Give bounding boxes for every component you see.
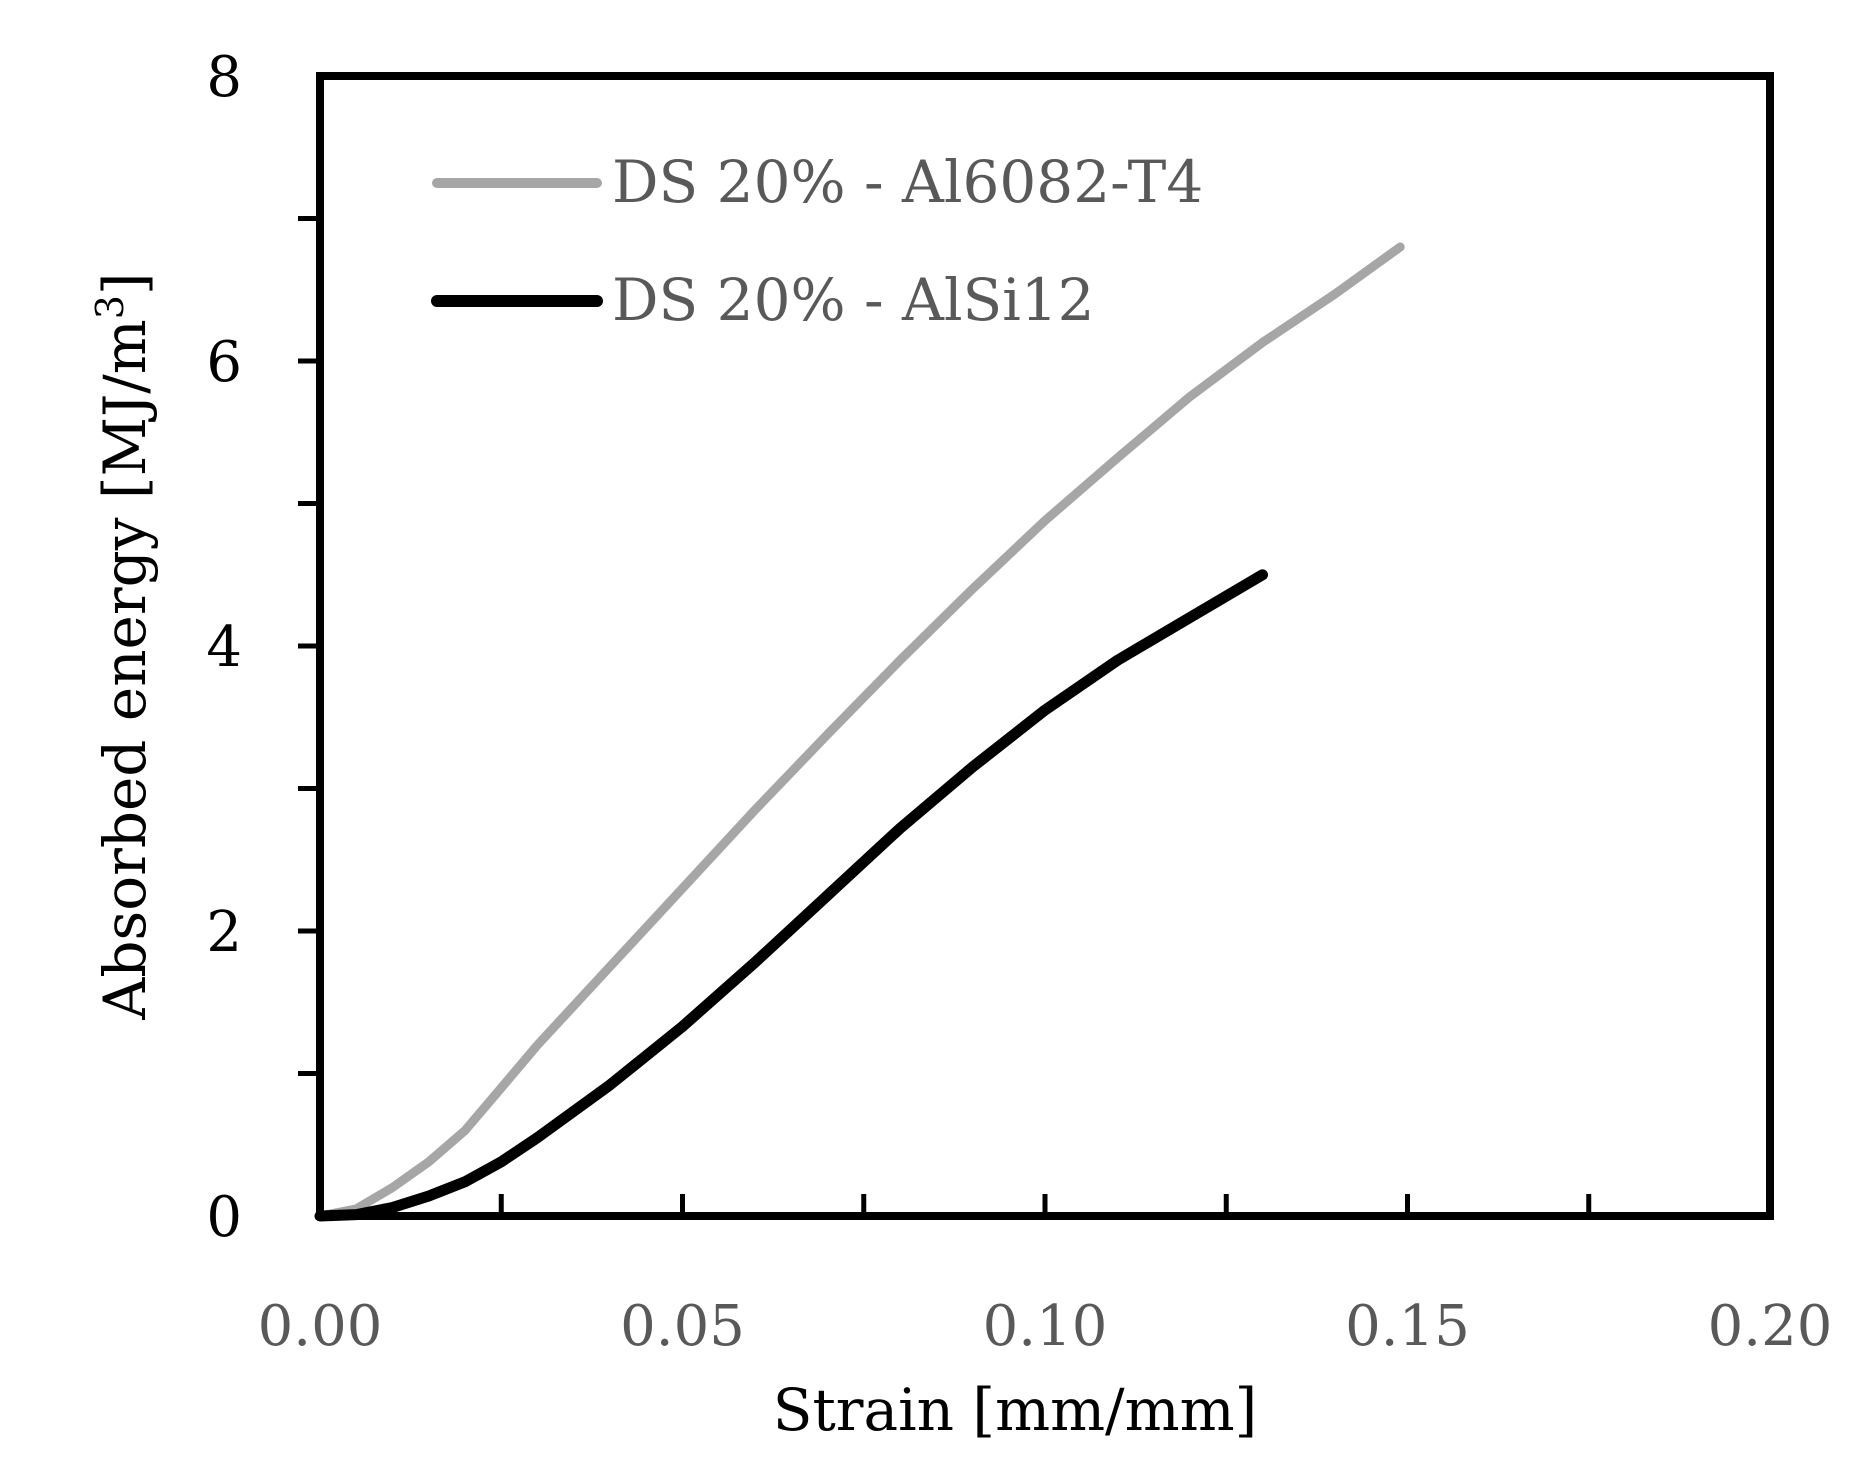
y-tick-label: 2 <box>206 900 242 965</box>
series-line-0 <box>315 242 1405 1221</box>
y-axis-title-superscript: 3 <box>88 295 132 319</box>
y-tick-label: 6 <box>206 330 242 395</box>
legend-label-al6082: DS 20% - Al6082-T4 <box>612 148 1203 216</box>
y-tick-label: 0 <box>206 1185 242 1250</box>
x-tick-label: 0.05 <box>620 1294 745 1359</box>
x-axis-title: Strain [mm/mm] <box>773 1376 1257 1444</box>
y-axis-title-close: ] <box>91 272 159 295</box>
plot-series-layer <box>314 242 1405 1222</box>
x-tick-label: 0.00 <box>258 1294 383 1359</box>
axis-tick-labels-layer: 0.00 0.05 0.10 0.15 0.20 0 2 4 6 8 <box>206 45 1832 1359</box>
y-axis-title-main: Absorbed energy [MJ/m <box>91 319 159 1020</box>
x-tick-label: 0.20 <box>1708 1294 1833 1359</box>
series-line-1 <box>314 569 1268 1222</box>
x-tick-label: 0.10 <box>983 1294 1108 1359</box>
legend-label-alsi12: DS 20% - AlSi12 <box>612 266 1095 334</box>
legend: DS 20% - Al6082-T4 DS 20% - AlSi12 <box>431 148 1203 334</box>
x-tick-label: 0.15 <box>1345 1294 1470 1359</box>
y-tick-label: 4 <box>206 615 242 680</box>
y-tick-label: 8 <box>206 45 242 110</box>
y-axis-title: Absorbed energy [MJ/m3] <box>88 272 159 1020</box>
axis-ticks-layer <box>298 216 1592 1216</box>
